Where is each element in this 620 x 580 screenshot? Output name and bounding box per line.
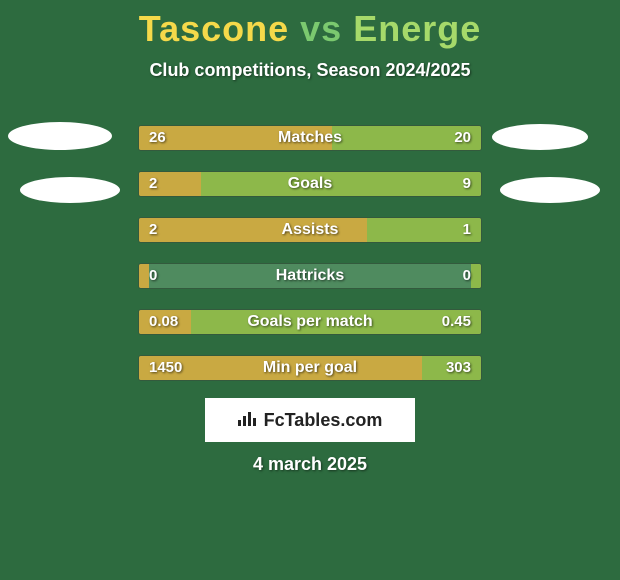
date-text: 4 march 2025: [0, 454, 620, 475]
page-title: Tascone vs Energe: [0, 8, 620, 50]
team-badge: [20, 177, 120, 203]
vs-text: vs: [300, 8, 353, 49]
brand-text: FcTables.com: [264, 410, 383, 431]
team-badge: [8, 122, 112, 150]
team-badge: [500, 177, 600, 203]
player-a-name: Tascone: [139, 8, 289, 49]
stat-row: 00Hattricks: [138, 263, 482, 289]
stat-label: Goals per match: [139, 310, 481, 334]
subtitle: Club competitions, Season 2024/2025: [0, 60, 620, 81]
stats-bars: 2620Matches 29Goals 21Assists 00Hattricks 0.…: [138, 125, 482, 401]
team-badge: [492, 124, 588, 150]
stat-label: Matches: [139, 126, 481, 150]
stat-label: Goals: [139, 172, 481, 196]
stat-row: 21Assists: [138, 217, 482, 243]
brand-box: FcTables.com: [205, 398, 415, 442]
chart-icon: [238, 410, 258, 431]
stat-row: 29Goals: [138, 171, 482, 197]
stat-label: Min per goal: [139, 356, 481, 380]
stat-label: Hattricks: [139, 264, 481, 288]
stat-row: 1450303Min per goal: [138, 355, 482, 381]
stat-row: 0.080.45Goals per match: [138, 309, 482, 335]
player-b-name: Energe: [353, 8, 481, 49]
stat-label: Assists: [139, 218, 481, 242]
infographic: Tascone vs Energe Club competitions, Sea…: [0, 0, 620, 580]
stat-row: 2620Matches: [138, 125, 482, 151]
